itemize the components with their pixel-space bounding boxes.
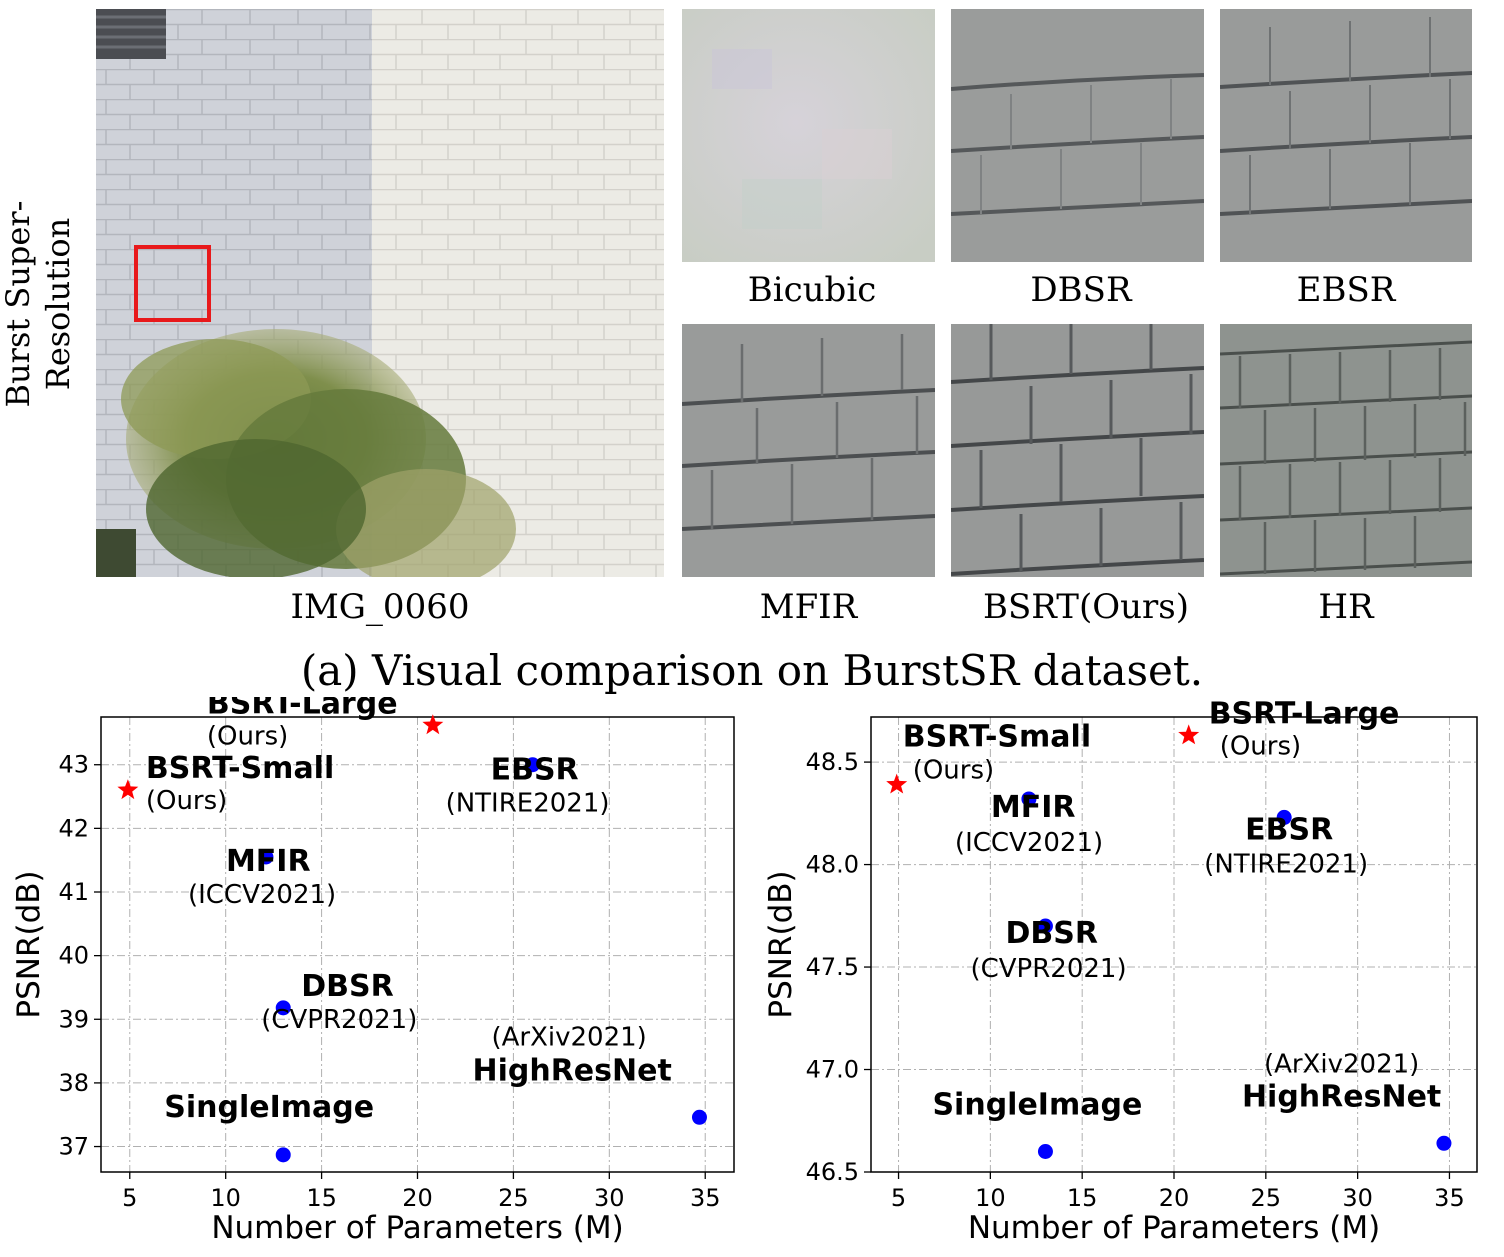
x-tick-label: 25 <box>498 1184 529 1212</box>
crop-label-ebsr: EBSR <box>1296 270 1396 310</box>
sublabel-bsrt-large: (Ours) <box>1220 731 1301 761</box>
label-highresnet: HighResNet <box>1242 1079 1441 1114</box>
point-mfir <box>258 849 274 865</box>
label-bsrt-small: BSRT-Small <box>146 751 334 786</box>
y-axis-label: PSNR(dB) <box>11 870 47 1018</box>
sublabel-mfir: (ICCV2021) <box>955 828 1103 858</box>
y-tick-label: 39 <box>58 1005 89 1033</box>
sublabel-bsrt-small: (Ours) <box>146 786 227 816</box>
point-bsrt-small <box>886 773 908 794</box>
y-tick-label: 47.5 <box>806 953 859 981</box>
label-singleimage: SingleImage <box>164 1090 374 1125</box>
crop-label-dbsr: DBSR <box>1030 270 1132 310</box>
y-tick-label: 38 <box>58 1069 89 1097</box>
figure-caption: (a) Visual comparison on BurstSR dataset… <box>300 646 1204 695</box>
point-singleimage <box>275 1147 291 1163</box>
label-dbsr: DBSR <box>1005 916 1097 951</box>
sublabel-bsrt-small: (Ours) <box>913 756 994 786</box>
label-bsrt-large: BSRT-Large <box>1209 697 1400 731</box>
label-highresnet: HighResNet <box>472 1053 671 1088</box>
x-tick-label: 5 <box>891 1184 906 1212</box>
highlight-box <box>134 245 211 322</box>
x-tick-label: 30 <box>1342 1184 1373 1212</box>
x-tick-label: 10 <box>210 1184 241 1212</box>
x-tick-label: 30 <box>594 1184 625 1212</box>
point-dbsr <box>275 1000 291 1016</box>
sublabel-dbsr: (CVPR2021) <box>261 1005 417 1035</box>
label-dbsr: DBSR <box>301 969 393 1004</box>
y-tick-label: 48.5 <box>806 748 859 776</box>
point-highresnet <box>1436 1135 1452 1151</box>
crop-label-bsrt: BSRT(Ours) <box>983 587 1189 627</box>
y-tick-label: 40 <box>58 942 89 970</box>
y-tick-label: 47.0 <box>806 1056 859 1084</box>
y-tick-label: 41 <box>58 878 89 906</box>
sublabel-dbsr: (CVPR2021) <box>970 954 1126 984</box>
sublabel-bsrt-large: (Ours) <box>207 721 288 751</box>
label-mfir: MFIR <box>991 790 1076 825</box>
sublabel-highresnet: (ArXiv2021) <box>1264 1049 1419 1079</box>
point-ebsr <box>1276 809 1292 825</box>
y-tick-label: 48.0 <box>806 851 859 879</box>
crop-bicubic <box>682 9 935 262</box>
point-ebsr <box>525 757 541 773</box>
crop-dbsr <box>951 9 1204 262</box>
sublabel-highresnet: (ArXiv2021) <box>491 1022 646 1052</box>
sublabel-ebsr: (NTIRE2021) <box>446 789 610 819</box>
chart-right: 5 10 15 20 25 30 35 46.5 47.0 47.5 48.0 48.5 Number … <box>763 697 1478 1246</box>
main-photo-caption: IMG_0060 <box>290 587 470 627</box>
x-tick-label: 20 <box>1159 1184 1190 1212</box>
x-tick-label: 35 <box>1434 1184 1465 1212</box>
x-tick-label: 5 <box>122 1184 137 1212</box>
label-bsrt-large: BSRT-Large <box>207 697 398 721</box>
sublabel-ebsr: (NTIRE2021) <box>1204 849 1368 879</box>
sublabel-mfir: (ICCV2021) <box>188 880 336 910</box>
crop-hr <box>1220 324 1472 577</box>
crop-label-hr: HR <box>1318 587 1374 627</box>
x-axis-label: Number of Parameters (M) <box>968 1210 1380 1246</box>
x-tick-label: 20 <box>402 1184 433 1212</box>
x-axis-label: Number of Parameters (M) <box>211 1210 623 1246</box>
chart-left: 5 10 15 20 25 30 35 37 38 39 40 41 42 43 Number of Par… <box>11 697 735 1246</box>
x-tick-label: 35 <box>690 1184 721 1212</box>
point-bsrt-large <box>1178 724 1200 745</box>
point-bsrt-small <box>117 779 139 800</box>
y-tick-label: 43 <box>58 751 89 779</box>
y-tick-label: 37 <box>58 1133 89 1161</box>
crop-mfir <box>682 324 935 577</box>
label-singleimage: SingleImage <box>932 1088 1142 1123</box>
crop-label-bicubic: Bicubic <box>747 270 877 310</box>
crop-label-mfir: MFIR <box>759 587 858 627</box>
y-tick-label: 42 <box>58 814 89 842</box>
x-tick-label: 25 <box>1251 1184 1282 1212</box>
point-highresnet <box>691 1109 707 1125</box>
y-axis-label: PSNR(dB) <box>763 870 799 1018</box>
row-label: Burst Super-Resolution <box>0 200 77 408</box>
crop-bsrt <box>951 324 1204 577</box>
label-bsrt-small: BSRT-Small <box>903 720 1091 755</box>
x-tick-label: 15 <box>1067 1184 1098 1212</box>
x-tick-label: 15 <box>306 1184 337 1212</box>
x-tick-label: 10 <box>975 1184 1006 1212</box>
point-singleimage <box>1037 1144 1053 1160</box>
point-mfir <box>1021 791 1037 807</box>
label-ebsr: EBSR <box>1245 812 1333 847</box>
label-ebsr: EBSR <box>491 753 579 788</box>
point-bsrt-large <box>422 714 444 735</box>
point-dbsr <box>1037 918 1053 934</box>
crop-ebsr <box>1220 9 1472 262</box>
label-mfir: MFIR <box>226 844 311 879</box>
main-photo <box>96 9 664 577</box>
y-tick-label: 46.5 <box>806 1158 859 1186</box>
